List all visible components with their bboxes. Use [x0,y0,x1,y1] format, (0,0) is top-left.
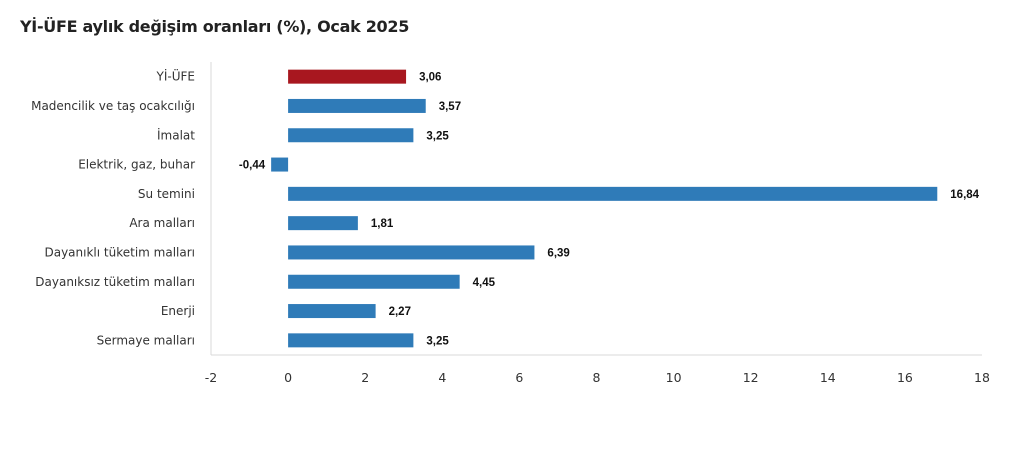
category-label: Su temini [138,187,195,201]
x-tick-label: 16 [897,370,913,385]
bar [288,216,358,231]
category-label: Yİ-ÜFE [156,68,195,84]
data-label: -0,44 [239,160,266,172]
bar [288,186,938,201]
x-tick-label: 14 [820,370,836,385]
x-tick-label: 12 [743,370,759,385]
x-tick-label: -2 [205,370,217,385]
bar [288,128,414,143]
category-label: Elektrik, gaz, buhar [78,158,195,172]
data-label: 16,84 [950,189,979,201]
category-label: Sermaye malları [97,333,195,347]
category-label: Dayanıklı tüketim malları [44,245,195,259]
data-label: 2,27 [389,306,411,318]
category-label: Dayanıksız tüketim malları [35,275,195,289]
data-label: 4,45 [473,277,496,289]
x-tick-label: 2 [361,370,369,385]
bar [288,333,414,348]
bar [288,304,376,319]
data-label: 3,25 [426,130,449,142]
data-label: 1,81 [371,218,394,230]
data-label: 3,06 [419,72,441,84]
bar [271,157,289,172]
x-tick-label: 10 [666,370,682,385]
data-label: 3,25 [426,335,449,347]
x-tick-label: 4 [438,370,446,385]
bar [288,245,535,260]
bar [288,274,460,289]
x-tick-label: 8 [593,370,601,385]
x-tick-label: 18 [974,370,990,385]
x-tick-label: 6 [515,370,523,385]
chart-title: Yİ-ÜFE aylık değişim oranları (%), Ocak … [20,17,410,36]
data-label: 6,39 [547,247,569,259]
x-tick-label: 0 [284,370,292,385]
category-label: Ara malları [129,216,195,230]
category-label: İmalat [157,127,195,142]
category-label: Madencilik ve taş ocakcılığı [31,99,195,113]
category-label: Enerji [161,304,195,318]
bar [288,69,407,84]
data-label: 3,57 [439,101,461,113]
bar [288,98,426,113]
